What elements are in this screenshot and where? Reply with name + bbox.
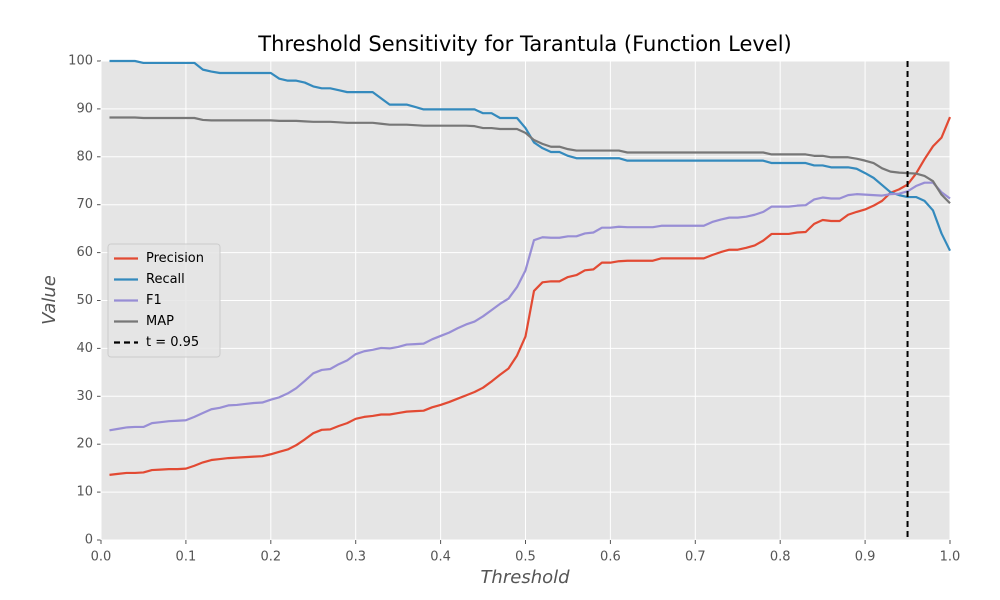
y-tick-label: 70: [76, 197, 93, 212]
x-tick-label: 0.9: [855, 550, 876, 565]
legend-label: t = 0.95: [146, 335, 199, 350]
line-series: [109, 181, 951, 432]
x-tick-label: 0.4: [430, 550, 451, 565]
legend-label: Recall: [146, 272, 185, 287]
y-tick-label: 50: [76, 293, 93, 308]
legend-box: [107, 243, 221, 358]
x-tick-label: 0.1: [176, 550, 197, 565]
line-series: [109, 116, 952, 476]
y-tick-label: 100: [68, 54, 93, 69]
y-tick-label: 0: [85, 533, 93, 548]
y-tick-label: 60: [76, 245, 93, 260]
y-tick-label: 90: [76, 101, 93, 116]
x-tick-label: 0.2: [260, 550, 281, 565]
x-tick-label: 0.6: [600, 550, 621, 565]
y-tick-label: 40: [76, 341, 93, 356]
legend-label: Precision: [146, 251, 204, 266]
legend: Precision Recall F1 MAP t = 0.95: [107, 243, 221, 358]
x-tick-label: 0.3: [345, 550, 366, 565]
x-tick-label: 0.7: [685, 550, 706, 565]
y-tick-label: 80: [76, 149, 93, 164]
y-tick-label: 30: [76, 389, 93, 404]
legend-label: F1: [146, 293, 162, 308]
chart-title: Threshold Sensitivity for Tarantula (Fun…: [257, 32, 792, 56]
x-tick-label: 0.0: [91, 550, 112, 565]
x-axis-label: Threshold: [480, 567, 570, 588]
y-tick-label: 20: [76, 437, 93, 452]
legend-label: MAP: [146, 314, 174, 329]
x-tick-label: 0.8: [770, 550, 791, 565]
line-series: [109, 116, 951, 205]
x-tick-label: 0.5: [515, 550, 536, 565]
y-tick-label: 10: [76, 485, 93, 500]
y-axis-label: Value: [39, 275, 60, 325]
x-tick-label: 1.0: [940, 550, 961, 565]
